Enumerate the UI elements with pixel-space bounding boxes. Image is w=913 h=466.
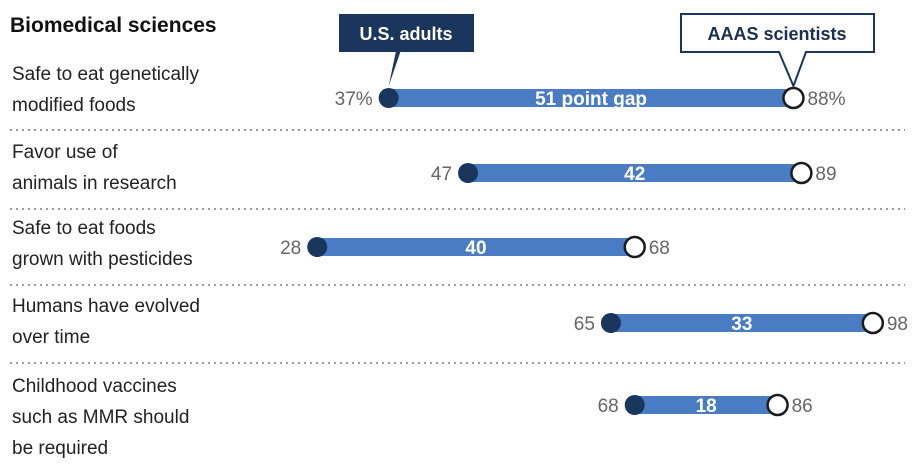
gap-label: 42: [624, 164, 645, 185]
row-label: be required: [12, 438, 108, 459]
legend-adults-box: [339, 14, 474, 52]
adults-value: 47: [431, 164, 452, 185]
row-label: animals in research: [12, 173, 177, 194]
adults-value: 68: [598, 396, 619, 417]
adults-value: 37%: [335, 89, 373, 110]
row-label: Safe to eat genetically: [12, 64, 199, 85]
scientists-value: 68: [649, 238, 670, 259]
gap-bar: [468, 164, 802, 182]
gap-label: 33: [731, 314, 752, 335]
row-label: Favor use of: [12, 142, 118, 163]
row-label: Humans have evolved: [12, 296, 200, 317]
adults-dot: [624, 395, 645, 415]
scientists-dot: [790, 161, 813, 185]
row-label: over time: [12, 327, 90, 348]
adults-dot: [458, 163, 479, 183]
row-label: such as MMR should: [12, 407, 189, 428]
legend-adults-pointer: [388, 51, 401, 86]
scientists-dot: [766, 393, 789, 417]
gap-label: 51 point gap: [535, 89, 647, 110]
scientists-value: 89: [815, 164, 836, 185]
adults-dot: [600, 313, 621, 333]
scientists-dot: [623, 235, 646, 259]
row-label: Safe to eat foods: [12, 218, 156, 239]
legend-adults-label: U.S. adults: [359, 24, 452, 44]
gap-bar: [634, 396, 778, 414]
gap-bar: [610, 314, 873, 332]
scientists-value: 98: [887, 314, 908, 335]
gap-label: 40: [465, 238, 486, 259]
gap-bar: [317, 238, 635, 256]
legend-scientists-label: AAAS scientists: [707, 24, 846, 44]
scientists-dot: [782, 86, 805, 110]
scientists-value: 88%: [807, 89, 845, 110]
row-label: modified foods: [12, 95, 136, 116]
legend-scientists-box: [680, 13, 875, 89]
row-label: Childhood vaccines: [12, 376, 177, 397]
scientists-dot: [861, 311, 885, 335]
scientists-value: 86: [792, 396, 813, 417]
adults-dot: [378, 88, 399, 108]
chart-title: Biomedical sciences: [10, 14, 217, 37]
adults-dot: [307, 237, 328, 257]
gap-label: 18: [696, 396, 717, 417]
row-label: grown with pesticides: [12, 249, 193, 270]
gap-bar: [388, 89, 794, 107]
adults-value: 65: [574, 314, 595, 335]
adults-value: 28: [280, 238, 301, 259]
